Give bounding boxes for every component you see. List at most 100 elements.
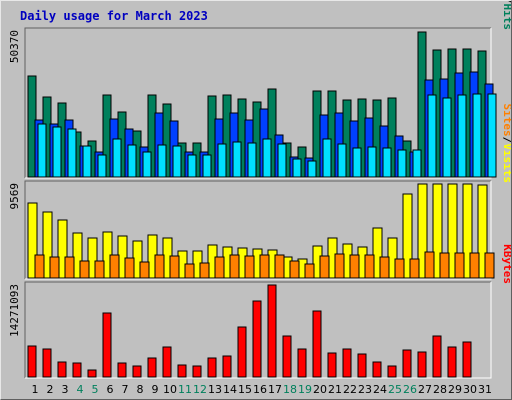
bar-visits-day-30 [462, 183, 473, 279]
x-tick-label-day-24: 24 [373, 383, 387, 396]
bar-sites-day-11 [184, 263, 195, 279]
x-tick-label-day-12: 12 [193, 383, 207, 396]
x-tick-label-day-17: 17 [268, 383, 282, 396]
bar-sites-day-18 [289, 260, 300, 279]
bar-sites-day-23 [364, 254, 375, 279]
bar-kbytes-day-14 [222, 355, 232, 378]
bar-visits-day-2 [42, 211, 53, 279]
bar-pages-day-14 [232, 141, 242, 178]
x-tick-label-day-16: 16 [253, 383, 267, 396]
bar-pages-day-21 [337, 143, 347, 178]
bar-kbytes-day-27 [417, 351, 427, 378]
y-max-label: 50370 [8, 30, 21, 63]
x-tick-label-day-1: 1 [32, 383, 39, 396]
bar-pages-day-10 [172, 145, 182, 178]
panel-border-light [25, 28, 492, 179]
bar-visits-day-27 [417, 183, 428, 279]
bar-pages-day-12 [202, 154, 212, 178]
bar-kbytes-day-25 [387, 365, 397, 378]
bar-sites-day-20 [319, 255, 330, 279]
bar-sites-day-6 [109, 254, 120, 279]
legend-visits: Visits [501, 143, 511, 183]
bar-pages-day-20 [322, 138, 332, 178]
bar-sites-day-28 [439, 252, 450, 279]
bar-pages-day-29 [457, 94, 467, 178]
bar-pages-day-8 [142, 151, 152, 178]
x-tick-label-day-7: 7 [122, 383, 129, 396]
bar-sites-day-1 [34, 254, 45, 279]
x-tick-label-day-22: 22 [343, 383, 357, 396]
bar-kbytes-day-30 [462, 341, 472, 378]
x-tick-label-day-5: 5 [92, 383, 99, 396]
bar-kbytes-day-19 [297, 348, 307, 378]
bar-pages-day-28 [442, 97, 452, 178]
bar-visits-day-28 [432, 183, 443, 279]
bar-sites-day-4 [79, 260, 90, 279]
bar-pages-day-15 [247, 142, 257, 178]
right-legend-label: Sites/Visits [501, 104, 511, 184]
x-tick-label-day-30: 30 [463, 383, 477, 396]
bar-kbytes-day-29 [447, 346, 457, 378]
x-tick-label-day-31: 31 [478, 383, 492, 396]
bar-sites-day-25 [394, 258, 405, 279]
bar-pages-day-16 [262, 138, 272, 178]
legend-kbytes: KBytes [501, 244, 511, 284]
bar-sites-day-17 [274, 254, 285, 279]
bar-kbytes-day-4 [72, 362, 82, 378]
bar-visits-day-24 [372, 227, 383, 279]
x-tick-label-day-28: 28 [433, 383, 447, 396]
legend-hits: Hits [501, 4, 511, 31]
bar-kbytes-day-13 [207, 357, 217, 378]
bar-visits-day-29 [447, 183, 458, 279]
bar-kbytes-day-3 [57, 361, 67, 378]
bar-sites-day-27 [424, 251, 435, 279]
bar-pages-day-11 [187, 154, 197, 178]
x-tick-label-day-18: 18 [283, 383, 297, 396]
chart-title: Daily usage for March 2023 [20, 9, 208, 23]
x-tick-label-day-8: 8 [137, 383, 144, 396]
bar-kbytes-day-20 [312, 310, 322, 378]
x-tick-label-day-25: 25 [388, 383, 402, 396]
bar-sites-day-7 [124, 257, 135, 279]
x-tick-label-day-23: 23 [358, 383, 372, 396]
bar-sites-day-10 [169, 255, 180, 279]
bar-kbytes-day-23 [357, 353, 367, 378]
bar-pages-day-3 [67, 128, 77, 178]
bar-pages-day-6 [112, 138, 122, 178]
bar-pages-day-7 [127, 144, 137, 178]
bar-visits-day-5 [87, 237, 98, 279]
bar-pages-day-24 [382, 147, 392, 178]
y-max-label: 14271093 [8, 284, 21, 337]
bar-kbytes-day-26 [402, 349, 412, 378]
bar-kbytes-day-1 [27, 345, 37, 378]
bar-pages-day-2 [52, 126, 62, 178]
bar-visits-day-4 [72, 232, 83, 279]
bar-visits-day-1 [27, 202, 38, 279]
x-tick-label-day-29: 29 [448, 383, 462, 396]
x-tick-label-day-26: 26 [403, 383, 417, 396]
bar-sites-day-29 [454, 252, 465, 279]
bar-pages-day-4 [82, 145, 92, 178]
x-tick-label-day-14: 14 [223, 383, 237, 396]
bar-kbytes-day-5 [87, 369, 97, 378]
bar-kbytes-day-11 [177, 364, 187, 378]
bar-sites-day-8 [139, 261, 150, 279]
bar-sites-day-30 [469, 252, 480, 279]
panel-border-light [25, 181, 492, 280]
bar-kbytes-day-6 [102, 312, 112, 378]
bar-pages-day-27 [427, 94, 437, 178]
bar-kbytes-day-9 [147, 357, 157, 378]
bar-kbytes-day-8 [132, 365, 142, 378]
x-tick-label-day-6: 6 [107, 383, 114, 396]
bar-kbytes-day-18 [282, 335, 292, 378]
x-tick-label-day-21: 21 [328, 383, 342, 396]
right-legend-label: Pages/Files/Hits [501, 1, 511, 30]
bar-kbytes-day-28 [432, 335, 442, 378]
bar-sites-day-13 [214, 256, 225, 279]
x-tick-label-day-13: 13 [208, 383, 222, 396]
panel-border-light [25, 282, 492, 379]
bar-pages-day-19 [307, 160, 317, 178]
bar-kbytes-day-12 [192, 365, 202, 378]
